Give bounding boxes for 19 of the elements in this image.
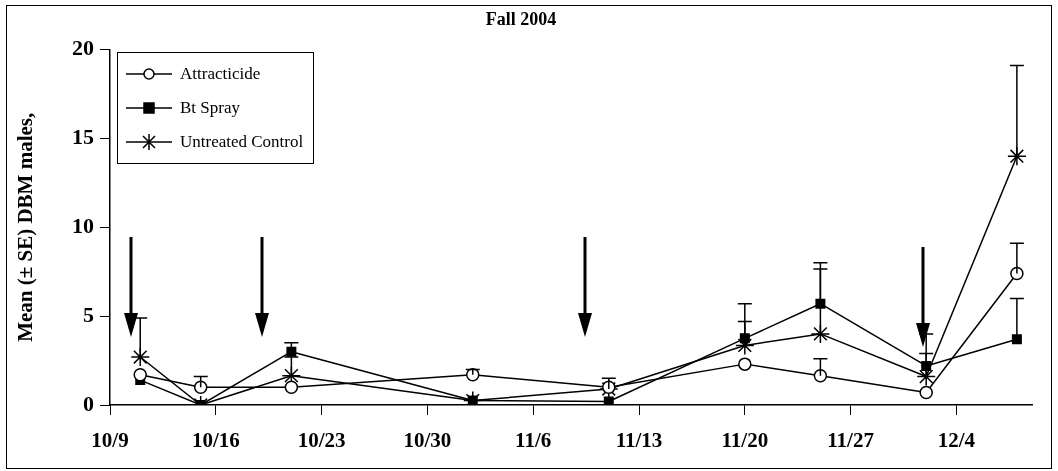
x-tick-label: 10/23 xyxy=(297,428,346,453)
legend-label: Attracticide xyxy=(180,64,261,84)
x-tick-label: 12/4 xyxy=(937,428,976,453)
x-tick-label: 11/20 xyxy=(721,428,769,453)
x-tick-label: 11/13 xyxy=(615,428,663,453)
x-tick-label: 10/9 xyxy=(91,428,129,453)
x-tick-label: 11/6 xyxy=(515,428,552,453)
x-tick-label: 11/27 xyxy=(827,428,874,453)
y-tick-label: 5 xyxy=(83,301,94,327)
y-tick-label: 15 xyxy=(72,124,94,150)
chart-title: Fall 2004 xyxy=(485,9,557,30)
x-tick-label: 10/16 xyxy=(191,428,240,453)
x-tick-label: 10/30 xyxy=(403,428,452,453)
y-tick-label: 20 xyxy=(72,35,94,61)
y-axis-title: Mean (± SE) DBM males, xyxy=(13,112,38,342)
y-tick-label: 10 xyxy=(72,212,94,238)
legend-label: Untreated Control xyxy=(180,132,304,152)
y-tick-label: 0 xyxy=(83,390,94,416)
legend-label: Bt Spray xyxy=(180,98,240,118)
